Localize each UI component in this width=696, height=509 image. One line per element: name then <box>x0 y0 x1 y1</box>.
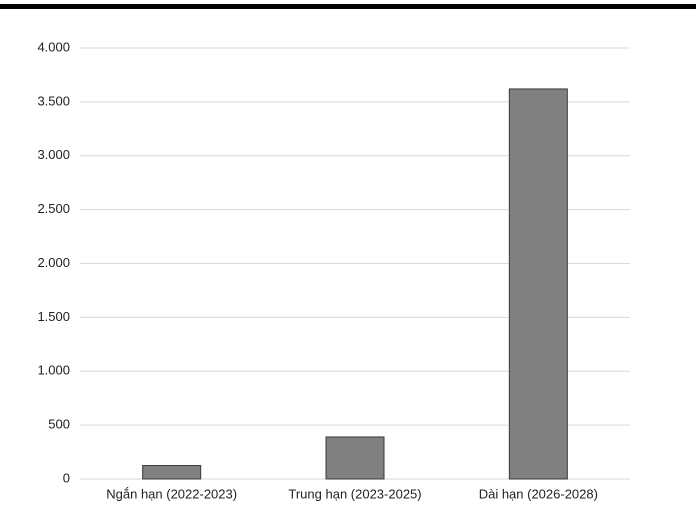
bar <box>508 88 568 480</box>
y-tick-label: 2.500 <box>37 201 70 216</box>
bar <box>325 436 385 480</box>
x-tick-label: Dài hạn (2026-2028) <box>479 486 598 501</box>
bar <box>142 465 202 480</box>
x-tick-label: Trung hạn (2023-2025) <box>288 486 421 501</box>
y-tick-label: 3.500 <box>37 93 70 108</box>
y-tick-label: 1.000 <box>37 363 70 378</box>
y-tick-label: 4.000 <box>37 39 70 54</box>
y-tick-label: 500 <box>48 417 70 432</box>
x-tick-label: Ngắn hạn (2022-2023) <box>106 486 237 501</box>
y-tick-label: 1.500 <box>37 309 70 324</box>
top-rule <box>0 4 696 9</box>
y-tick-label: 3.000 <box>37 147 70 162</box>
y-tick-label: 2.000 <box>37 255 70 270</box>
y-tick-label: 0 <box>63 470 70 485</box>
